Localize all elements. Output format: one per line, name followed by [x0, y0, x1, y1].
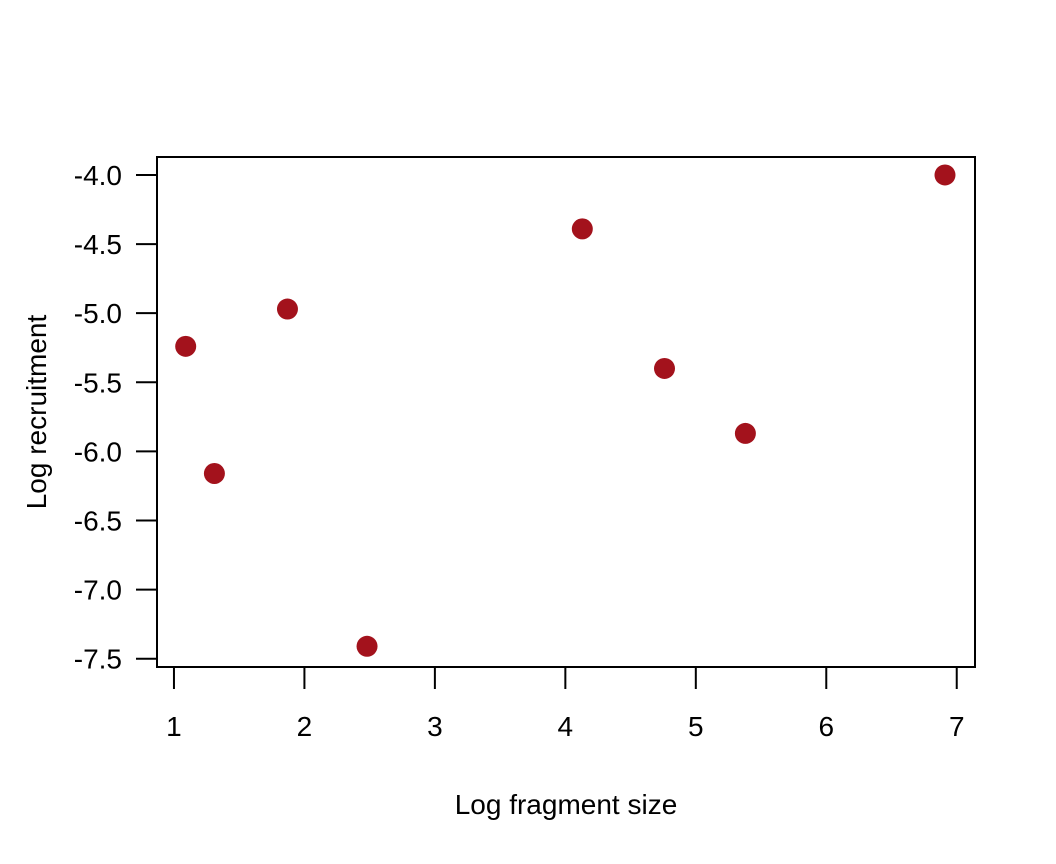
- data-point: [934, 164, 956, 186]
- x-tick-label: 7: [949, 711, 965, 742]
- data-point: [571, 218, 593, 240]
- data-point: [203, 463, 225, 485]
- data-points: [175, 164, 956, 657]
- x-tick-label: 4: [558, 711, 574, 742]
- y-tick-label: -7.5: [74, 644, 122, 675]
- x-tick-label: 6: [818, 711, 834, 742]
- y-tick-label: -6.5: [74, 505, 122, 536]
- y-tick-label: -4.5: [74, 229, 122, 260]
- data-point: [734, 422, 756, 444]
- data-point: [175, 335, 197, 357]
- y-axis-title: Log recruitment: [21, 315, 52, 510]
- x-tick-label: 5: [688, 711, 704, 742]
- y-tick-label: -5.5: [74, 367, 122, 398]
- x-tick-label: 3: [427, 711, 443, 742]
- x-axis-title: Log fragment size: [455, 789, 678, 820]
- x-tick-label: 1: [166, 711, 182, 742]
- data-point: [356, 635, 378, 657]
- x-tick-label: 2: [297, 711, 313, 742]
- data-point: [653, 357, 675, 379]
- y-tick-label: -6.0: [74, 436, 122, 467]
- y-axis: -4.0 -4.5 -5.0 -5.5 -6.0 -6.5 -7.0 -7.5: [74, 160, 158, 675]
- y-tick-label: -7.0: [74, 575, 122, 606]
- y-tick-label: -4.0: [74, 160, 122, 191]
- data-point: [276, 298, 298, 320]
- y-tick-label: -5.0: [74, 298, 122, 329]
- plot-frame: [156, 156, 976, 668]
- x-axis: 1 2 3 4 5 6 7: [166, 666, 965, 742]
